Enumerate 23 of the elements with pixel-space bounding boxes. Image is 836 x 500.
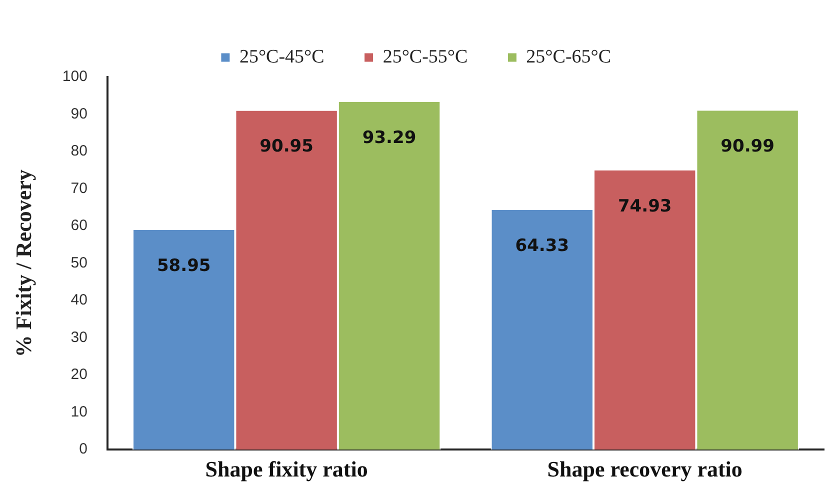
legend-label: 25°C-65°C (526, 46, 612, 68)
data-label: 58.95 (156, 256, 211, 276)
y-tick-label: 90 (70, 105, 88, 122)
y-tick-label: 0 (79, 440, 88, 458)
y-tick-label: 20 (70, 366, 88, 384)
y-tick-label: 60 (70, 217, 88, 234)
data-label: 64.33 (515, 236, 570, 256)
data-label: 74.93 (618, 196, 672, 216)
y-tick-label: 50 (70, 254, 88, 272)
y-tick-label: 10 (70, 403, 88, 420)
y-tick-label: 30 (70, 328, 88, 346)
y-tick-label: 100 (62, 68, 88, 86)
y-tick-label: 40 (70, 292, 88, 309)
y-tick-label: 80 (70, 142, 88, 160)
y-axis-title: % Fixity / Recovery (10, 170, 36, 358)
legend-label: 25°C-45°C (239, 46, 324, 68)
x-tick-label: Shape recovery ratio (547, 456, 742, 482)
x-tick-label: Shape fixity ratio (205, 456, 368, 482)
data-label: 90.95 (260, 136, 314, 157)
y-tick-label: 70 (70, 180, 88, 197)
data-label: 93.29 (362, 128, 416, 148)
legend-label: 25°C-55°C (382, 46, 468, 68)
data-label: 90.99 (720, 136, 774, 156)
